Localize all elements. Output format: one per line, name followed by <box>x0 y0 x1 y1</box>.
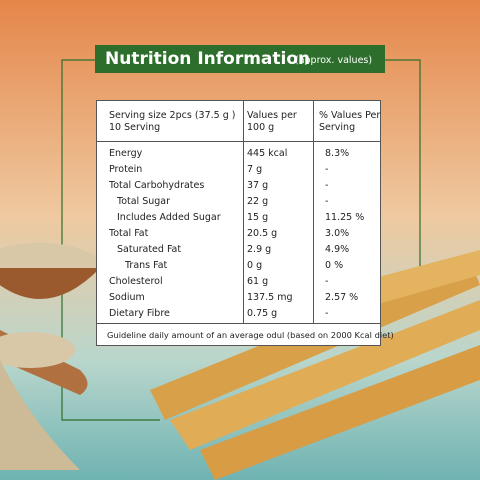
nutrient-value: 0 g <box>247 260 263 271</box>
row-divider <box>97 141 380 142</box>
nutrient-value: 2.9 g <box>247 244 272 255</box>
title-banner: Nutrition Information (approx. values) <box>95 45 385 73</box>
nutrient-value: 61 g <box>247 276 269 287</box>
nutrient-name: Total Sugar <box>117 196 171 207</box>
quinoa-bowl <box>0 243 100 470</box>
nutrient-name: Protein <box>109 164 143 175</box>
subtitle: (approx. values) <box>295 55 373 66</box>
nutrient-name: Total Fat <box>109 228 149 239</box>
nutrient-percent: - <box>325 164 329 175</box>
nutrient-value: 15 g <box>247 212 269 223</box>
nutrient-name: Includes Added Sugar <box>117 212 221 223</box>
column-header: 10 Serving <box>109 122 161 133</box>
nutrient-value: 22 g <box>247 196 269 207</box>
nutrient-value: 0.75 g <box>247 308 278 319</box>
nutrition-table: Serving size 2pcs (37.5 g ) 10 Serving Val… <box>96 100 394 346</box>
title: Nutrition Information <box>105 49 311 69</box>
nutrient-value: 137.5 mg <box>247 292 293 303</box>
nutrient-value: 37 g <box>247 180 269 191</box>
column-header: Serving size 2pcs (37.5 g ) <box>109 110 236 121</box>
nutrient-percent: - <box>325 308 329 319</box>
row-divider <box>97 323 380 324</box>
nutrient-value: 20.5 g <box>247 228 278 239</box>
nutrient-name: Saturated Fat <box>117 244 182 255</box>
nutrient-percent: 0 % <box>325 260 344 271</box>
column-header: % Values Per <box>319 110 381 121</box>
nutrient-value: 445 kcal <box>247 148 288 159</box>
nutrient-name: Total Carbohydrates <box>109 180 205 191</box>
column-header: Serving <box>319 122 356 133</box>
nutrient-percent: 8.3% <box>325 148 350 159</box>
nutrient-percent: 4.9% <box>325 244 350 255</box>
nutrient-percent: 2.57 % <box>325 292 359 303</box>
nutrient-name: Dietary Fibre <box>109 308 170 319</box>
frame <box>61 59 421 421</box>
footnote: Guideline daily amount of an average odu… <box>107 330 394 340</box>
nutrient-name: Energy <box>109 148 143 159</box>
column-header: 100 g <box>247 122 275 133</box>
column-divider <box>243 141 244 323</box>
nutrient-value: 7 g <box>247 164 263 175</box>
nutrient-percent: - <box>325 196 329 207</box>
nutrient-name: Sodium <box>109 292 145 303</box>
column-divider <box>243 101 244 141</box>
nutrient-percent: 11.25 % <box>325 212 365 223</box>
nutrient-name: Trans Fat <box>125 260 168 271</box>
column-divider <box>313 141 314 323</box>
column-header: Values per <box>247 110 297 121</box>
nutrient-percent: - <box>325 276 329 287</box>
nutrient-percent: 3.0% <box>325 228 350 239</box>
nutrient-percent: - <box>325 180 329 191</box>
nutrient-name: Cholesterol <box>109 276 163 287</box>
column-divider <box>313 101 314 141</box>
